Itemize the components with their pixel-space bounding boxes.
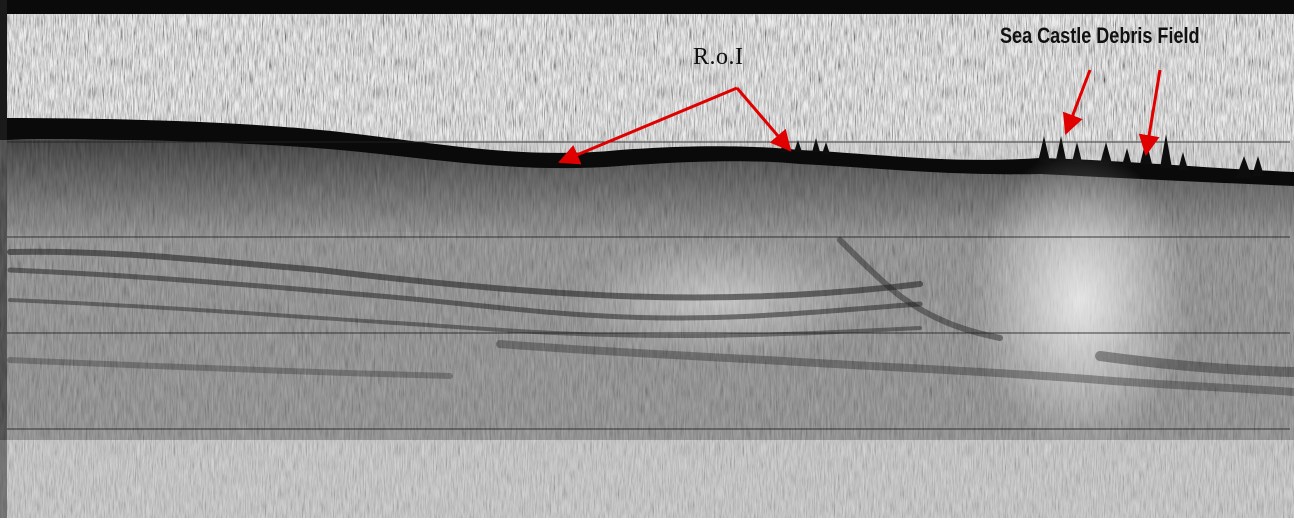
roi-label: R.o.I: [693, 44, 744, 70]
debris-field-label: Sea Castle Debris Field: [1000, 23, 1200, 48]
